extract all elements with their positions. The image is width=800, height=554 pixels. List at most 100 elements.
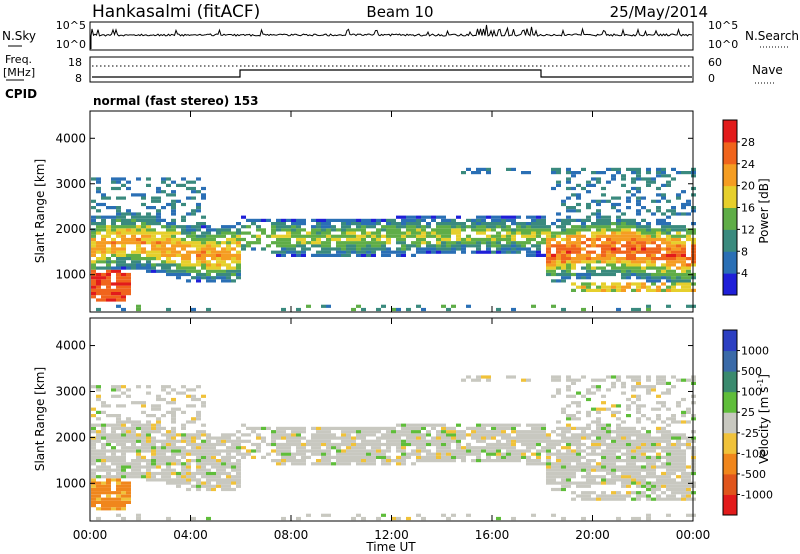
velocity-cell (116, 475, 121, 479)
velocity-cell (396, 430, 401, 434)
velocity-cell (146, 426, 151, 430)
velocity-cell (581, 516, 586, 521)
power-cell (556, 244, 561, 248)
power-cell (626, 253, 631, 257)
velocity-cell (416, 455, 421, 459)
power-cell (361, 225, 366, 229)
power-cell (426, 244, 431, 248)
power-cell (606, 285, 611, 289)
velocity-cell (631, 388, 636, 392)
power-cell (686, 202, 691, 207)
velocity-cell (196, 442, 201, 447)
power-cell (601, 253, 606, 257)
power-cell (371, 247, 376, 251)
power-colorbar-tick-label: 8 (741, 245, 748, 258)
velocity-cell (251, 455, 256, 459)
velocity-cell (461, 452, 466, 456)
power-cell (566, 276, 571, 280)
power-cell (116, 260, 121, 264)
power-cell (411, 244, 416, 248)
power-cell (486, 241, 491, 245)
power-cell (156, 250, 161, 254)
power-cell (441, 234, 446, 238)
power-cell (646, 288, 651, 292)
power-cell (661, 193, 666, 197)
velocity-cell (156, 423, 161, 427)
velocity-cell (516, 430, 521, 434)
power-cell (121, 263, 126, 267)
velocity-cell (196, 462, 201, 466)
velocity-cell (501, 423, 506, 427)
velocity-cell (116, 465, 121, 469)
power-cell (131, 218, 136, 222)
power-cell (96, 288, 101, 292)
power-cell (96, 266, 101, 270)
power-cell (571, 193, 576, 197)
power-cell (661, 222, 666, 226)
power-cell (136, 177, 141, 181)
velocity-cell (116, 478, 121, 482)
power-cell (666, 276, 671, 280)
power-cell (466, 244, 471, 248)
velocity-cell (366, 439, 371, 443)
velocity-cell (326, 442, 331, 447)
power-cell (606, 218, 611, 222)
power-cell (631, 307, 636, 312)
x-tick-label: 20:00 (575, 528, 610, 542)
power-cell (681, 288, 686, 292)
velocity-cell (126, 430, 131, 434)
velocity-cell (651, 439, 656, 443)
power-cell (426, 222, 431, 226)
velocity-cell (186, 475, 191, 479)
velocity-cell (601, 468, 606, 472)
power-cell (556, 250, 561, 254)
velocity-cell (666, 391, 671, 395)
power-cell (146, 206, 151, 210)
velocity-cell (106, 404, 111, 408)
velocity-cell (211, 484, 216, 488)
velocity-cell (161, 471, 166, 476)
power-cell (101, 237, 106, 242)
velocity-cell (401, 439, 406, 443)
velocity-cell (281, 446, 286, 450)
power-cell (121, 183, 126, 187)
velocity-cell (621, 484, 626, 488)
velocity-cell (121, 465, 126, 469)
power-cell (576, 183, 581, 187)
power-cell (311, 231, 316, 235)
x-tick-label: 04:00 (173, 528, 208, 542)
power-cell (196, 234, 201, 238)
velocity-cell (261, 436, 266, 440)
power-cell (651, 266, 656, 270)
power-cell (601, 234, 606, 238)
velocity-cell (331, 426, 336, 430)
velocity-cell (341, 462, 346, 466)
velocity-cell (471, 378, 476, 382)
power-cell (316, 218, 321, 222)
power-cell (601, 272, 606, 277)
velocity-cell (491, 436, 496, 440)
power-cell (136, 237, 141, 242)
power-cell (151, 269, 156, 273)
power-cell (641, 237, 646, 242)
velocity-cell (561, 446, 566, 450)
velocity-cell (176, 481, 181, 485)
velocity-cell (641, 468, 646, 472)
power-cell (121, 307, 126, 312)
power-cell (166, 225, 171, 229)
velocity-cell (121, 449, 126, 453)
power-cell (221, 234, 226, 238)
velocity-cell (226, 433, 231, 437)
power-cell (631, 260, 636, 264)
power-cell (601, 250, 606, 254)
power-cell (646, 177, 651, 181)
power-cell (501, 237, 506, 242)
power-cell (206, 241, 211, 245)
power-cell (106, 228, 111, 232)
velocity-cell (676, 436, 681, 440)
power-cell (531, 237, 536, 242)
power-cell (166, 241, 171, 245)
power-cell (336, 228, 341, 232)
velocity-cell (661, 478, 666, 482)
